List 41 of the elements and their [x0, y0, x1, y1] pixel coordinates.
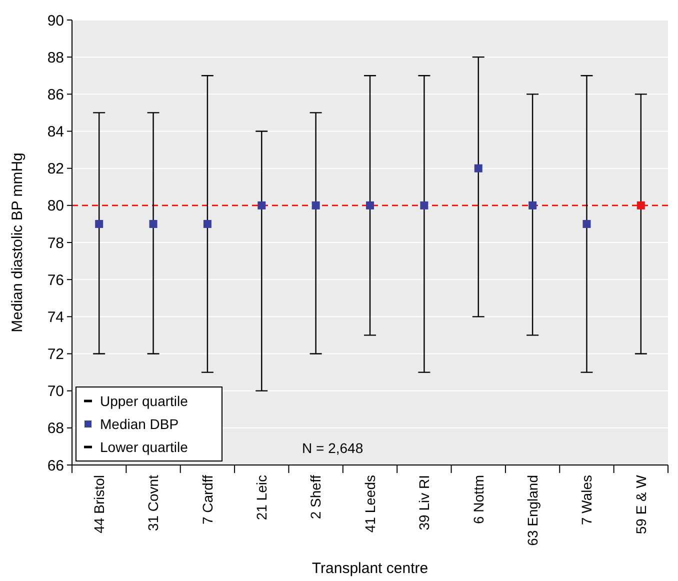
x-tick-label: 21 Leic [254, 475, 270, 520]
y-tick-label: 84 [47, 124, 64, 140]
x-tick-label: 6 Nottm [470, 475, 486, 524]
y-tick-label: 76 [47, 272, 64, 289]
annotation: Lower quartile [100, 438, 188, 455]
x-tick-label: 7 Wales [578, 475, 595, 526]
y-tick-label: 66 [47, 457, 64, 474]
point [420, 201, 428, 210]
point [366, 201, 374, 210]
y-tick-label: 78 [47, 234, 64, 252]
y-tick-label: 70 [47, 383, 64, 400]
y-tick-label: 72 [47, 346, 64, 363]
x-tick-label: 39 Liv RI [416, 475, 432, 530]
y-tick-label: 68 [47, 420, 64, 438]
point [95, 220, 104, 228]
x-tick-label: 31 Covnt [145, 474, 162, 532]
y-tick-label: 82 [47, 160, 64, 178]
x-tick-label: 2 Sheff [308, 474, 324, 520]
point [582, 220, 591, 228]
x-tick-label: 59 E & W [632, 474, 649, 534]
point [312, 201, 320, 210]
x-tick-label: 7 Cardff [199, 474, 216, 525]
x-tick-label: 44 Bristol [90, 475, 107, 534]
point [528, 201, 537, 210]
y-tick-label: 86 [47, 86, 64, 104]
y-tick-label: 88 [47, 49, 64, 66]
x-tick-label: 41 Leeds [362, 475, 378, 533]
x-axis-title: Transplant centre [312, 560, 428, 577]
annotation: N = 2,648 [302, 440, 364, 456]
y-axis-title: Median diastolic BP mmHg [9, 152, 26, 332]
point [203, 220, 212, 228]
point [149, 220, 158, 228]
y-tick-label: 80 [47, 198, 64, 215]
y-tick-label: 90 [47, 12, 64, 30]
legend-label: Median DBP [100, 416, 179, 432]
x-tick-label: 63 England [524, 475, 540, 546]
y-tick-label: 74 [47, 308, 64, 326]
point [258, 201, 266, 210]
point [474, 164, 482, 172]
point [636, 201, 645, 210]
annotation: Upper quartile [100, 392, 188, 409]
